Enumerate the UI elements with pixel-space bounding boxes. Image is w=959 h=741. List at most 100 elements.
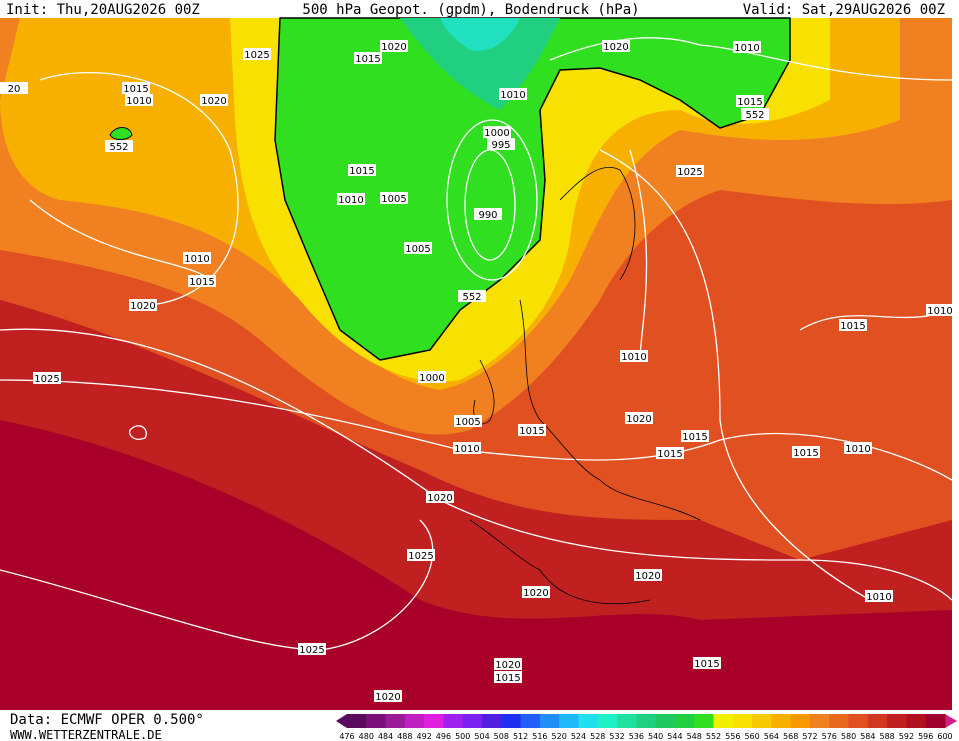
colorbar-box [617, 714, 637, 728]
isobars [0, 37, 953, 651]
colorbar-tick-label: 600 [937, 732, 952, 741]
isobar-label: 1010 [500, 90, 525, 101]
isobar-label-box [298, 643, 326, 655]
isobar-label: 1015 [189, 277, 214, 288]
isobar-label-box [404, 242, 432, 254]
isobar-label: 1020 [523, 588, 548, 599]
colorbar-box [520, 714, 541, 728]
colorbar-tick-label: 548 [687, 732, 702, 741]
colorbar-tick-label: 496 [436, 732, 451, 741]
colorbar-tick-label: 520 [552, 732, 567, 741]
isobar-label-box [792, 446, 820, 458]
isobar-label-box [926, 304, 954, 316]
colorbar-tick-label: 540 [648, 732, 663, 741]
isobar-label-box [407, 549, 435, 561]
colorbar-box [655, 714, 676, 728]
colorbar-box [674, 714, 695, 728]
isobar-label-box [348, 164, 376, 176]
isobar-label: 1020 [427, 493, 452, 504]
isobar-label: 1010 [621, 352, 646, 363]
isobar-label-box [518, 424, 546, 436]
colorbar-tick-label: 512 [513, 732, 528, 741]
isobar-label: 552 [745, 110, 764, 121]
isobar-label: 1015 [495, 673, 520, 684]
isobar-label-box [741, 108, 769, 120]
valid-time: Valid: Sat,29AUG2026 00Z [743, 2, 945, 18]
colorbar-box [578, 714, 599, 728]
isobar-label: 1010 [126, 96, 151, 107]
isobar-label-box [483, 126, 511, 138]
isobar-label: 1025 [677, 167, 702, 178]
isobar-label-box [33, 372, 61, 384]
colorbar-tick-label: 596 [918, 732, 933, 741]
website: WWW.WETTERZENTRALE.DE [10, 728, 162, 741]
colorbar-box [925, 714, 946, 728]
isobar-label: 1005 [455, 417, 480, 428]
colorbar-tick-label: 476 [339, 732, 354, 741]
isobar-label: 1000 [419, 373, 444, 384]
colorbar-tick-label: 568 [783, 732, 798, 741]
colorbar-tick-label: 480 [359, 732, 374, 741]
isobar-label: 1010 [454, 444, 479, 455]
isobar-label: 1015 [349, 166, 374, 177]
colorbar-box [829, 714, 850, 728]
colorbar-box [443, 714, 464, 728]
isobar-label-box [625, 412, 653, 424]
colorbar-tick-label: 580 [841, 732, 856, 741]
isobar-label-box [487, 138, 515, 150]
colorbar-box [385, 714, 406, 728]
colorbar-tick-label: 504 [474, 732, 489, 741]
colorbar-tick-label: 508 [494, 732, 509, 741]
isobar-label: 1015 [840, 321, 865, 332]
isobar-label-box [494, 671, 522, 683]
isobar-label: 1010 [338, 195, 363, 206]
isobar-label-box [839, 319, 867, 331]
isobar-label-box [693, 657, 721, 669]
field-540 [400, 18, 560, 110]
isobar-label: 1015 [123, 84, 148, 95]
isobar-label-box [380, 40, 408, 52]
colorbar-tick-label: 576 [822, 732, 837, 741]
isobar-label: 1020 [375, 692, 400, 703]
colorbar-tick-label: 488 [397, 732, 412, 741]
isobar-label-box [865, 590, 893, 602]
isobar-label: 1015 [793, 448, 818, 459]
isobar-label: 1005 [405, 244, 430, 255]
colorbar-box [597, 714, 618, 728]
isobar-label: 1015 [694, 659, 719, 670]
colorbar-tick-label: 492 [417, 732, 432, 741]
colorbar-tick-label: 516 [532, 732, 547, 741]
isobar-label-box [453, 442, 481, 454]
colorbar-tick-label: 524 [571, 732, 586, 741]
isobar-label: 1020 [495, 660, 520, 671]
isobar-label-box [499, 88, 527, 100]
isobar-label-box [426, 491, 454, 503]
colorbar-box [501, 714, 522, 728]
isobar-label-box [122, 82, 150, 94]
colorbar-box [771, 714, 792, 728]
field-552-small [109, 127, 133, 140]
isobar-label-box [844, 442, 872, 454]
colorbar-box [694, 714, 715, 728]
isobar-label: 1025 [34, 374, 59, 385]
isobar-label: 1020 [130, 301, 155, 312]
colorbar-tick-label: 572 [802, 732, 817, 741]
isobar-label-box [676, 165, 704, 177]
colorbar-tick-label: 536 [629, 732, 644, 741]
isobar-label-box [125, 94, 153, 106]
isobar-label-box [474, 208, 502, 220]
isobar-label: 1010 [184, 254, 209, 265]
isobar-label-box [105, 140, 133, 152]
isobar-label-box [354, 52, 382, 64]
colorbar-box [366, 714, 387, 728]
colorbar-box [906, 714, 927, 728]
data-source: Data: ECMWF OPER 0.500° [10, 712, 204, 728]
colorbar-box [732, 714, 753, 728]
isobar-label-box [681, 430, 709, 442]
colorbar-tick-label: 564 [764, 732, 779, 741]
isobar-label: 995 [491, 140, 510, 151]
colorbar-tick-label: 556 [725, 732, 740, 741]
isobar-label: 1015 [682, 432, 707, 443]
colorbar-box [482, 714, 502, 728]
colorbar-box [809, 714, 830, 728]
